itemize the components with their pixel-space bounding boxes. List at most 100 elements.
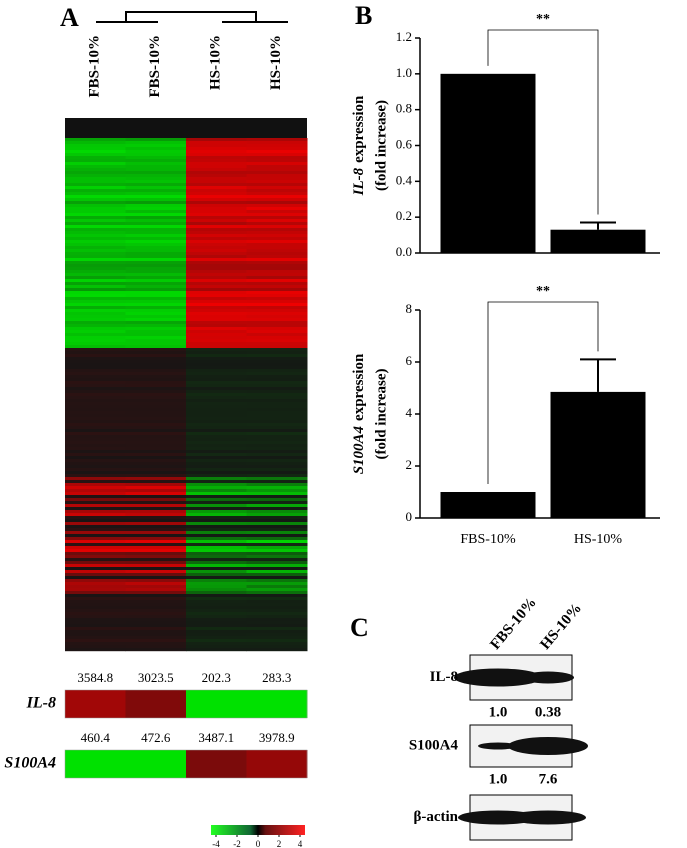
heatmap-cell: [186, 177, 247, 181]
heatmap-cell: [186, 435, 247, 439]
heatmap-cell: [125, 288, 187, 292]
heatmap-cell: [246, 339, 308, 343]
heatmap-cell: [125, 513, 187, 517]
heatmap-cell: [65, 639, 126, 643]
heatmap-cell: [246, 231, 308, 235]
heatmap-cell: [65, 315, 126, 319]
heatmap-cell: [65, 207, 126, 211]
heatmap-cell: [65, 216, 126, 220]
heatmap-cell: [246, 435, 308, 439]
heatmap-cell: [246, 138, 308, 142]
heatmap-cell: [246, 189, 308, 193]
y-axis-label: S100A4 expression: [351, 353, 367, 474]
heatmap-cell: [186, 468, 247, 472]
heatmap-cell: [65, 627, 126, 631]
heatmap-cell: [186, 492, 247, 496]
heatmap-cell: [65, 246, 126, 250]
heatmap-cell: [65, 564, 126, 568]
heatmap-cell: [125, 453, 187, 457]
heatmap-cell: [186, 336, 247, 340]
heatmap-cell: [186, 195, 247, 199]
y-axis-label-gene: S100A4: [351, 425, 367, 474]
heatmap-cell: [125, 519, 187, 523]
heatmap-cell: [65, 363, 126, 367]
heatmap-cell: [125, 141, 187, 145]
heatmap-cell: [246, 390, 308, 394]
heatmap-cell: [125, 258, 187, 262]
heatmap-cell: [65, 237, 126, 241]
heatmap-cell: [246, 192, 308, 196]
heatmap-cell: [186, 210, 247, 214]
heatmap-cell: [65, 486, 126, 490]
heatmap-cell: [125, 249, 187, 253]
heatmap-cell: [65, 285, 126, 289]
significance-bracket: [487, 301, 599, 484]
heatmap-cell: [186, 339, 247, 343]
heatmap-cell: [125, 615, 187, 619]
heatmap-cell: [246, 282, 308, 286]
heatmap-cell: [65, 156, 126, 160]
heatmap-cell: [125, 450, 187, 454]
gene-label: IL-8: [26, 695, 56, 712]
heatmap-cell: [246, 321, 308, 325]
heatmap-cell: [125, 240, 187, 244]
heatmap-cell: [246, 384, 308, 388]
heatmap-cell: [65, 201, 126, 205]
heatmap-cell: [186, 327, 247, 331]
heatmap-cell: [186, 462, 247, 466]
heatmap-cell: [65, 258, 126, 262]
heatmap-cell: [125, 264, 187, 268]
heatmap-cell: [246, 171, 308, 175]
heatmap-cell: [246, 429, 308, 433]
heatmap-cell: [186, 252, 247, 256]
gene-cell: [65, 690, 126, 718]
heatmap-cell: [65, 432, 126, 436]
heatmap-cell: [65, 405, 126, 409]
heatmap-cell: [125, 642, 187, 646]
heatmap-cell: [65, 387, 126, 391]
heatmap-cell: [125, 201, 187, 205]
gene-strip-border: [64, 689, 308, 719]
heatmap-cell: [125, 456, 187, 460]
heatmap-cell: [65, 348, 126, 352]
heatmap-cell: [65, 138, 126, 142]
heatmap-cell: [65, 198, 126, 202]
heatmap-cell: [186, 474, 247, 478]
heatmap-cell: [186, 396, 247, 400]
heatmap-cell: [246, 495, 308, 499]
heatmap-cell: [246, 222, 308, 226]
heatmap-cell: [125, 408, 187, 412]
heatmap-cell: [186, 219, 247, 223]
column-label: FBS-10%: [147, 35, 163, 98]
heatmap-cell: [246, 324, 308, 328]
y-tick-label: 6: [406, 353, 413, 368]
heatmap-cell: [65, 144, 126, 148]
colorbar-tick-label: 2: [277, 839, 282, 848]
heatmap-cell: [246, 165, 308, 169]
heatmap-cell: [65, 606, 126, 610]
heatmap-cell: [186, 570, 247, 574]
heatmap-cell: [125, 312, 187, 316]
heatmap-cell: [186, 543, 247, 547]
heatmap-cell: [125, 384, 187, 388]
heatmap-cell: [65, 342, 126, 346]
heatmap-matrix: [65, 118, 308, 652]
heatmap-cell: [125, 225, 187, 229]
heatmap-cell: [186, 282, 247, 286]
heatmap-cell: [125, 204, 187, 208]
heatmap-cell: [125, 543, 187, 547]
heatmap-cell: [246, 240, 308, 244]
heatmap-cell: [186, 576, 247, 580]
heatmap-cell: [65, 279, 126, 283]
heatmap-cell: [125, 477, 187, 481]
heatmap-cell: [246, 642, 308, 646]
heatmap-cell: [246, 504, 308, 508]
heatmap-cell: [246, 258, 308, 262]
column-label: FBS-10%: [87, 35, 103, 98]
heatmap-cell: [65, 576, 126, 580]
heatmap-cell: [125, 363, 187, 367]
heatmap-cell: [65, 366, 126, 370]
heatmap-cell: [65, 357, 126, 361]
heatmap-cell: [246, 363, 308, 367]
